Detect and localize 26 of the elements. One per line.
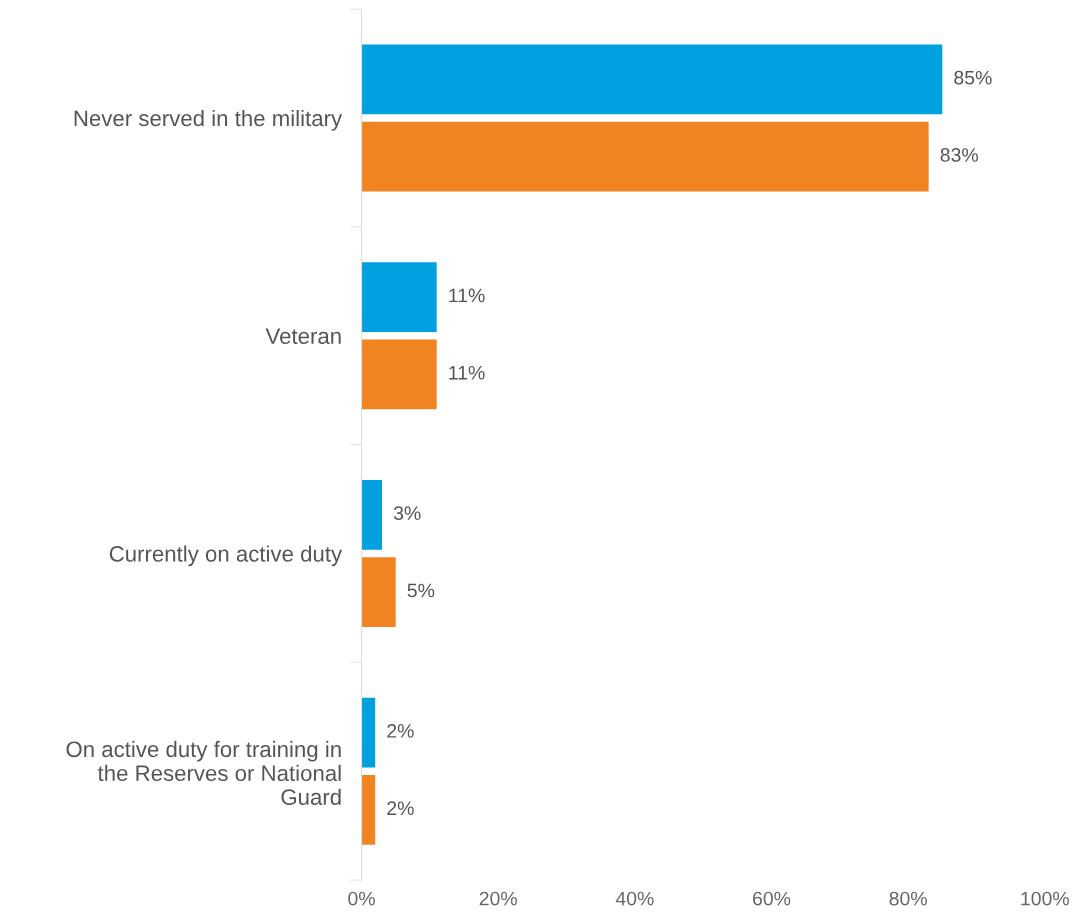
bar [361,339,437,410]
data-label: 2% [387,801,414,815]
bar [361,775,376,845]
x-tick-label: 0% [348,891,375,906]
bar [361,697,376,768]
bar [361,262,437,332]
bar [361,44,943,115]
bar [361,557,396,627]
x-tick-label: 40% [615,891,654,906]
data-label: 2% [387,724,414,738]
data-label: 5% [407,583,435,598]
data-label: 11% [449,288,485,303]
x-tick-label: 100% [1021,891,1069,906]
y-tick-label: Never served in the military [74,109,343,131]
x-tick-label: 20% [479,891,517,906]
bar [361,121,929,192]
y-tick-label: Currently on active duty [109,545,343,567]
data-label: 85% [954,70,992,85]
x-tick-label: 60% [753,891,791,906]
data-label: 11% [449,365,485,380]
y-tick-label: Veteran [265,328,341,344]
y-tick-label: On active duty for training in the Reserves or National Guard [66,740,341,806]
data-label: 83% [940,148,978,162]
data-label: 3% [393,506,421,521]
bar [361,479,383,550]
x-tick-label: 80% [889,891,927,906]
